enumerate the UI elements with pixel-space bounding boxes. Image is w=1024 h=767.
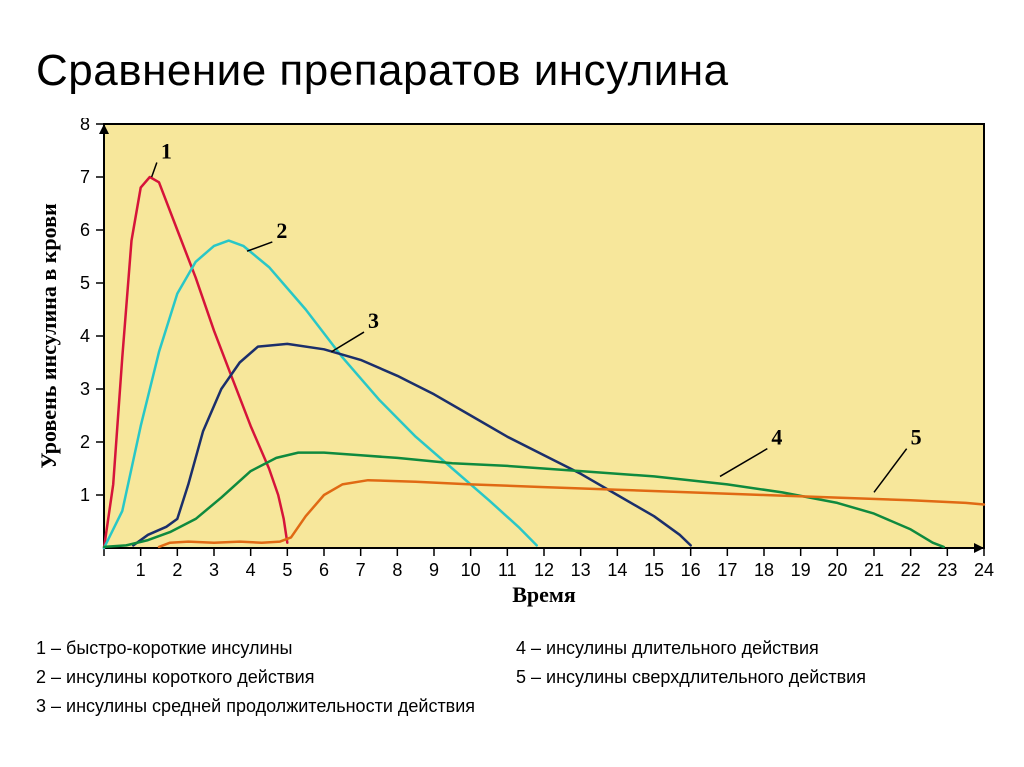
svg-text:14: 14 bbox=[607, 560, 627, 580]
svg-text:24: 24 bbox=[974, 560, 994, 580]
svg-text:20: 20 bbox=[827, 560, 847, 580]
svg-text:21: 21 bbox=[864, 560, 884, 580]
svg-text:6: 6 bbox=[80, 220, 90, 240]
legend-item-2: 2 – инсулины короткого действия bbox=[36, 663, 516, 692]
svg-text:1: 1 bbox=[80, 485, 90, 505]
svg-text:5: 5 bbox=[911, 425, 922, 450]
svg-text:19: 19 bbox=[791, 560, 811, 580]
svg-text:12: 12 bbox=[534, 560, 554, 580]
svg-text:16: 16 bbox=[681, 560, 701, 580]
svg-text:4: 4 bbox=[771, 425, 782, 450]
slide: Сравнение препаратов инсулина 1234567812… bbox=[0, 0, 1024, 767]
svg-text:11: 11 bbox=[498, 560, 517, 580]
insulin-comparison-chart: 1234567812345678910111213141516171819202… bbox=[36, 118, 996, 618]
svg-text:8: 8 bbox=[80, 118, 90, 134]
svg-text:8: 8 bbox=[392, 560, 402, 580]
svg-text:22: 22 bbox=[901, 560, 921, 580]
chart-legend: 1 – быстро-короткие инсулины 2 – инсулин… bbox=[36, 634, 996, 720]
svg-text:3: 3 bbox=[368, 308, 379, 333]
svg-text:23: 23 bbox=[937, 560, 957, 580]
svg-text:Время: Время bbox=[512, 582, 576, 607]
legend-item-1: 1 – быстро-короткие инсулины bbox=[36, 634, 516, 663]
svg-text:6: 6 bbox=[319, 560, 329, 580]
svg-text:10: 10 bbox=[461, 560, 481, 580]
svg-text:9: 9 bbox=[429, 560, 439, 580]
svg-text:18: 18 bbox=[754, 560, 774, 580]
svg-text:7: 7 bbox=[80, 167, 90, 187]
svg-text:15: 15 bbox=[644, 560, 664, 580]
legend-item-5: 5 – инсулины сверхдлительного действия bbox=[516, 663, 996, 692]
page-title: Сравнение препаратов инсулина bbox=[36, 46, 729, 96]
svg-text:Уровень инсулина в крови: Уровень инсулина в крови bbox=[36, 203, 61, 469]
legend-item-3: 3 – инсулины средней продолжительности д… bbox=[36, 692, 516, 721]
svg-text:4: 4 bbox=[246, 560, 256, 580]
svg-text:1: 1 bbox=[136, 560, 146, 580]
svg-text:5: 5 bbox=[80, 273, 90, 293]
svg-text:4: 4 bbox=[80, 326, 90, 346]
svg-text:13: 13 bbox=[571, 560, 591, 580]
svg-text:7: 7 bbox=[356, 560, 366, 580]
svg-text:5: 5 bbox=[282, 560, 292, 580]
svg-text:2: 2 bbox=[276, 218, 287, 243]
svg-text:3: 3 bbox=[80, 379, 90, 399]
svg-text:2: 2 bbox=[80, 432, 90, 452]
legend-item-4: 4 – инсулины длительного действия bbox=[516, 634, 996, 663]
svg-text:3: 3 bbox=[209, 560, 219, 580]
svg-text:17: 17 bbox=[717, 560, 737, 580]
legend-col-2: 4 – инсулины длительного действия 5 – ин… bbox=[516, 634, 996, 720]
svg-text:1: 1 bbox=[161, 138, 172, 163]
chart-svg: 1234567812345678910111213141516171819202… bbox=[36, 118, 996, 618]
svg-text:2: 2 bbox=[172, 560, 182, 580]
legend-col-1: 1 – быстро-короткие инсулины 2 – инсулин… bbox=[36, 634, 516, 720]
